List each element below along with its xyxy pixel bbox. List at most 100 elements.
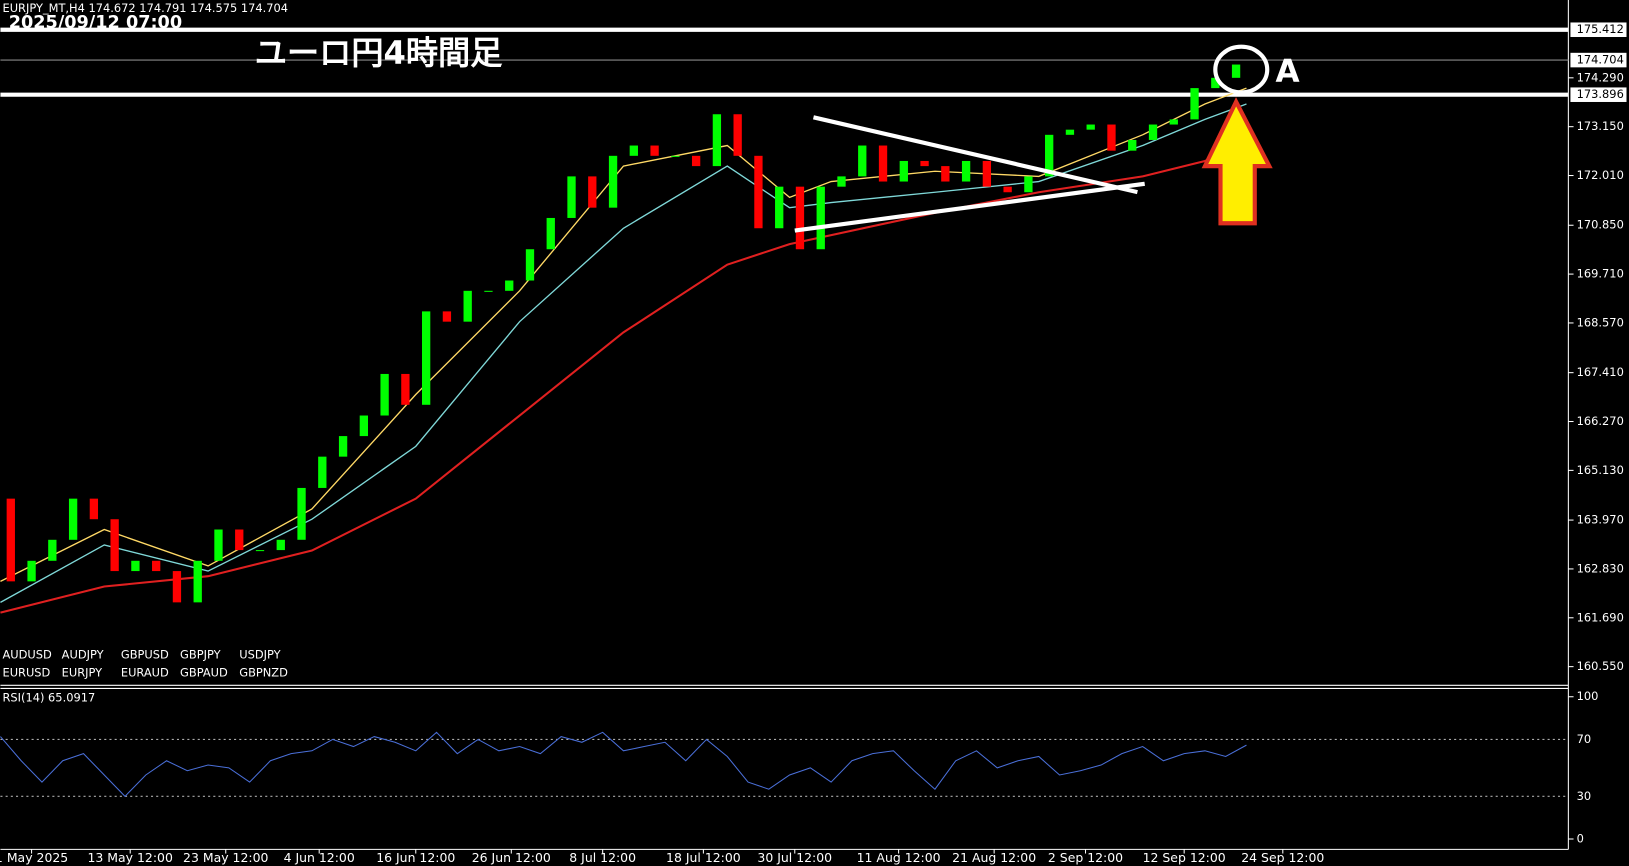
candle (525, 249, 535, 281)
candle (1107, 124, 1116, 151)
candle (152, 560, 161, 572)
candle (297, 487, 306, 540)
x-tick-label: 16 Jun 12:00 (376, 850, 455, 865)
x-tick-label: 11 Aug 12:00 (857, 850, 941, 865)
candle (1024, 176, 1033, 193)
candle (1231, 64, 1241, 78)
y-tick-label: 174.290 (1577, 70, 1624, 84)
candle (359, 415, 369, 437)
symbol-info: EURJPY_MT,H4 174.672 174.791 174.575 174… (2, 1, 288, 15)
trendline (812, 115, 1138, 195)
candle (795, 186, 805, 250)
candle (920, 160, 929, 167)
candle (733, 114, 742, 156)
rsi-tick-label: 30 (1577, 789, 1592, 803)
rsi-tick-label: 70 (1577, 732, 1592, 746)
candle (110, 519, 119, 572)
y-tick-label: 161.690 (1577, 610, 1624, 624)
candle (567, 176, 576, 218)
candle (629, 145, 638, 156)
x-tick-label: 8 Jul 12:00 (569, 850, 636, 865)
price-label: 175.412 (1577, 22, 1624, 36)
candle (1065, 129, 1075, 135)
x-tick-label: 13 May 12:00 (88, 850, 173, 865)
y-tick-label: 168.570 (1577, 315, 1624, 329)
x-tick-label: 4 Jun 12:00 (284, 850, 355, 865)
moving-average (0, 142, 1247, 614)
candle (650, 145, 659, 156)
y-tick-label: 160.550 (1577, 659, 1624, 673)
symbol-link[interactable]: GBPUSD (121, 648, 169, 662)
x-tick-label: 1 May 2025 (0, 850, 68, 865)
candle (463, 290, 472, 322)
candle (1045, 134, 1054, 177)
candle (89, 498, 99, 520)
symbol-link[interactable]: EURUSD (2, 665, 50, 679)
symbol-link[interactable]: GBPJPY (180, 648, 221, 662)
rsi-tick-label: 0 (1577, 832, 1584, 846)
symbol-link[interactable]: AUDJPY (62, 648, 104, 662)
symbol-link[interactable]: AUDUSD (2, 648, 52, 662)
y-tick-label: 169.710 (1577, 267, 1624, 281)
candle (671, 155, 680, 157)
candle (608, 155, 618, 208)
trendline (794, 181, 1145, 233)
x-tick-label: 12 Sep 12:00 (1143, 850, 1226, 865)
candle (318, 456, 327, 488)
candle (837, 176, 846, 187)
symbol-link[interactable]: GBPNZD (239, 665, 288, 679)
candle (131, 560, 140, 572)
y-tick-label: 162.830 (1577, 561, 1624, 575)
candle (401, 373, 410, 405)
candle (193, 560, 202, 603)
candle (276, 539, 285, 551)
candle (1086, 124, 1095, 130)
symbol-link[interactable]: EURJPY (62, 665, 102, 679)
rsi-tick-label: 100 (1577, 689, 1599, 703)
candle (255, 550, 265, 552)
symbol-link[interactable]: EURAUD (121, 665, 169, 679)
price-label: 174.704 (1577, 53, 1624, 67)
candle (712, 114, 722, 167)
x-tick-label: 23 May 12:00 (183, 850, 268, 865)
candle (48, 539, 57, 561)
moving-average (0, 103, 1247, 603)
price-label-box (1570, 87, 1627, 102)
symbol-link[interactable]: USDJPY (239, 648, 280, 662)
candle (691, 155, 701, 167)
x-tick-label: 21 Aug 12:00 (952, 850, 1036, 865)
candle (442, 311, 452, 322)
y-tick-label: 166.270 (1577, 414, 1624, 428)
candle (338, 436, 348, 457)
candle (1211, 77, 1220, 89)
candle (421, 311, 431, 405)
candle (775, 186, 784, 229)
annotation: A (1276, 54, 1300, 90)
candle (899, 160, 908, 182)
candle (961, 160, 971, 182)
rsi-line (0, 731, 1247, 798)
timestamp: 2025/09/12 07:00 (9, 13, 182, 33)
x-tick-label: 26 Jun 12:00 (472, 850, 551, 865)
y-tick-label: 170.850 (1577, 218, 1624, 232)
candle (505, 280, 514, 291)
symbol-link[interactable]: GBPAUD (180, 665, 228, 679)
candle (1128, 139, 1137, 151)
candle (6, 498, 15, 582)
price-label-box (1570, 52, 1627, 68)
y-tick-label: 163.970 (1577, 513, 1624, 527)
candle (484, 290, 493, 292)
candle (214, 529, 223, 561)
candle (941, 166, 950, 182)
candle (1190, 88, 1199, 120)
arrow (1201, 97, 1273, 226)
highlight-circle (1213, 44, 1270, 95)
candle (235, 529, 244, 551)
rsi-label: RSI(14) 65.0917 (2, 690, 95, 704)
candle (1169, 119, 1178, 125)
price-label: 173.896 (1577, 87, 1624, 101)
candle (878, 145, 888, 182)
price-label-box (1570, 22, 1627, 38)
candle (982, 160, 992, 187)
